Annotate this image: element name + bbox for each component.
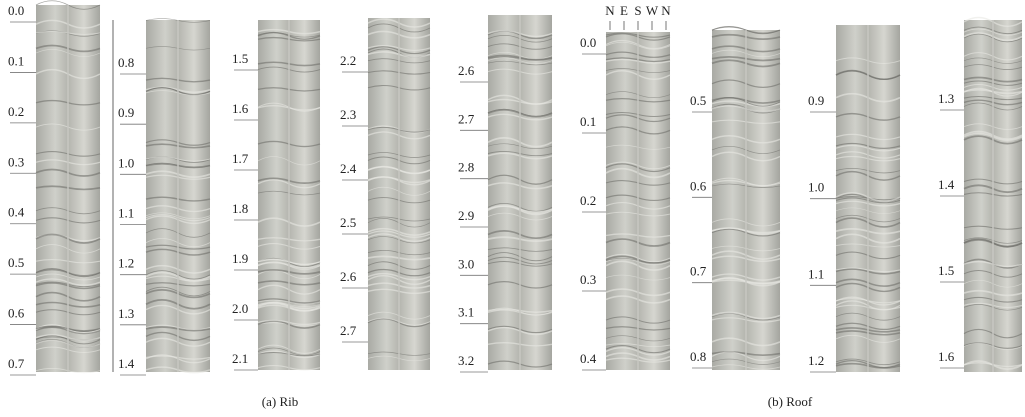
depth-label: 0.8 <box>118 55 134 70</box>
depth-label: 3.2 <box>458 353 474 368</box>
depth-label: 1.5 <box>232 51 248 66</box>
depth-label: 0.9 <box>808 93 824 108</box>
depth-label: 1.4 <box>118 356 135 371</box>
depth-label: 0.0 <box>8 3 24 18</box>
caption: (a) Rib <box>262 394 298 409</box>
depth-label: 2.0 <box>232 301 248 316</box>
depth-label: 3.1 <box>458 305 474 320</box>
depth-label: 0.5 <box>690 93 706 108</box>
figure: (a) Rib (b) Roof 0.0 0.1 0.2 0.3 0.4 0.5 0.6 0.… <box>0 0 1025 417</box>
depth-label: 1.0 <box>118 155 134 170</box>
depth-label: 1.4 <box>938 177 955 192</box>
depth-label: 2.9 <box>458 208 474 223</box>
depth-label: 1.1 <box>118 205 134 220</box>
depth-label: 2.6 <box>458 63 475 78</box>
depth-label: 1.7 <box>232 151 249 166</box>
depth-label: 0.3 <box>580 272 596 287</box>
depth-label: 0.0 <box>580 35 596 50</box>
depth-label: 0.6 <box>690 178 707 193</box>
depth-label: 1.8 <box>232 201 248 216</box>
depth-label: 1.2 <box>118 256 134 271</box>
depth-label: 0.4 <box>8 205 25 220</box>
depth-label: 2.5 <box>340 215 356 230</box>
depth-label: 0.8 <box>690 349 706 364</box>
depth-label: 0.7 <box>8 356 25 371</box>
depth-label: 0.7 <box>690 264 707 279</box>
depth-label: 0.4 <box>580 351 597 366</box>
depth-label: 1.2 <box>808 353 824 368</box>
depth-label: 0.1 <box>580 114 596 129</box>
depth-label: 2.3 <box>340 107 356 122</box>
depth-label: 2.7 <box>340 323 357 338</box>
depth-label: 0.2 <box>580 193 596 208</box>
orientation-label: N <box>605 3 615 18</box>
depth-label: 1.5 <box>938 263 954 278</box>
orientation-label: E <box>620 3 628 18</box>
depth-label: 1.1 <box>808 266 824 281</box>
orientation-label: N <box>661 3 671 18</box>
depth-label: 2.7 <box>458 111 475 126</box>
depth-label: 2.6 <box>340 269 357 284</box>
depth-label: 0.9 <box>118 105 134 120</box>
depth-label: 0.2 <box>8 104 24 119</box>
depth-label: 0.3 <box>8 154 24 169</box>
depth-label: 1.0 <box>808 180 824 195</box>
depth-label: 2.1 <box>232 351 248 366</box>
orientation-label: W <box>646 3 659 18</box>
depth-label: 1.9 <box>232 251 248 266</box>
depth-label: 1.3 <box>938 91 954 106</box>
depth-label: 2.8 <box>458 160 474 175</box>
caption: (b) Roof <box>768 394 813 409</box>
depth-label: 2.2 <box>340 53 356 68</box>
depth-label: 0.6 <box>8 306 25 321</box>
depth-label: 1.6 <box>938 349 955 364</box>
depth-label: 0.1 <box>8 53 24 68</box>
depth-label: 0.5 <box>8 255 24 270</box>
depth-label: 2.4 <box>340 161 357 176</box>
orientation-label: S <box>634 3 641 18</box>
depth-label: 3.0 <box>458 256 474 271</box>
depth-label: 1.6 <box>232 101 249 116</box>
depth-label: 1.3 <box>118 306 134 321</box>
